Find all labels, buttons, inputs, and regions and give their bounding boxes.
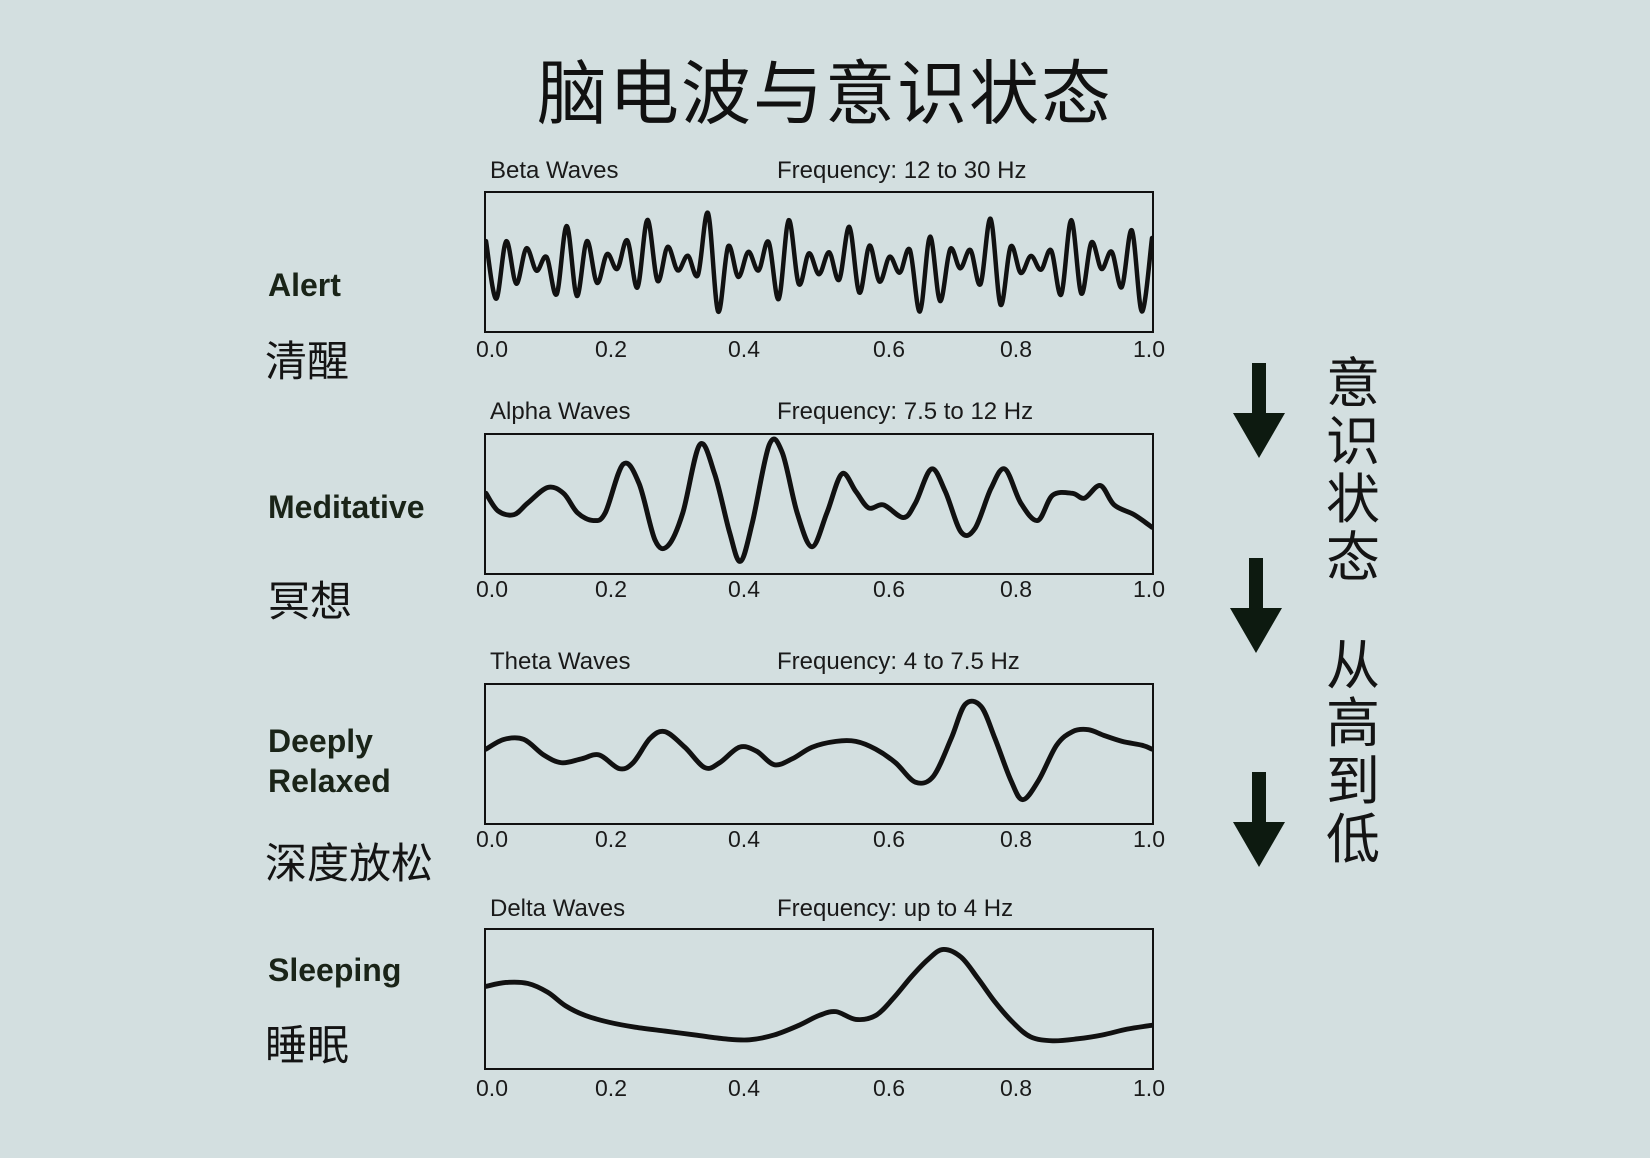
wave-plot-beta xyxy=(484,191,1154,333)
tick-label: 0.6 xyxy=(873,576,905,602)
tick-label: 0.8 xyxy=(1000,826,1032,852)
tick-label: 0.0 xyxy=(476,826,508,852)
tick-label: 0.8 xyxy=(1000,336,1032,362)
tick-label: 1.0 xyxy=(1133,826,1165,852)
x-axis-ticks: 0.0 0.2 0.4 0.6 0.8 1.0 xyxy=(0,336,1650,366)
wave-line-beta xyxy=(486,210,1152,314)
state-label-zh: 深度放松 xyxy=(265,839,434,888)
side-label-char: 低 xyxy=(1326,808,1380,871)
wave-plot-alpha xyxy=(484,433,1154,575)
wave-name: Alpha Waves xyxy=(490,398,631,425)
wave-line-theta xyxy=(486,698,1152,803)
side-label-char: 态 xyxy=(1326,526,1380,589)
tick-label: 0.6 xyxy=(873,1075,905,1101)
state-label-zh: 睡眠 xyxy=(265,1021,350,1070)
tick-label: 0.8 xyxy=(1000,576,1032,602)
tick-label: 0.6 xyxy=(873,826,905,852)
tick-label: 0.2 xyxy=(595,336,627,362)
tick-label: 0.0 xyxy=(476,1075,508,1101)
page-title: 脑电波与意识状态 xyxy=(537,53,1113,135)
tick-label: 0.8 xyxy=(1000,1075,1032,1101)
down-arrow-icon xyxy=(1233,772,1285,867)
tick-label: 0.4 xyxy=(728,336,760,362)
state-label-en: Alert xyxy=(268,267,341,303)
tick-label: 1.0 xyxy=(1133,336,1165,362)
tick-label: 0.2 xyxy=(595,826,627,852)
side-label-char: 从 xyxy=(1326,634,1380,697)
side-label-char: 识 xyxy=(1326,410,1380,473)
tick-label: 1.0 xyxy=(1133,1075,1165,1101)
side-label-char: 状 xyxy=(1326,468,1380,531)
wave-name: Beta Waves xyxy=(490,157,619,184)
state-label-zh: 清醒 xyxy=(265,337,350,386)
state-label-en: Sleeping xyxy=(268,952,402,988)
wave-frequency: Frequency: 7.5 to 12 Hz xyxy=(777,398,1034,425)
side-label-char: 高 xyxy=(1326,692,1380,755)
tick-label: 0.6 xyxy=(873,336,905,362)
state-label-en: Deeply Relaxed xyxy=(268,723,391,799)
tick-label: 0.4 xyxy=(728,826,760,852)
x-axis-ticks: 0.0 0.2 0.4 0.6 0.8 1.0 xyxy=(0,1075,1650,1105)
wave-frequency: Frequency: 12 to 30 Hz xyxy=(777,157,1027,184)
wave-frequency: Frequency: up to 4 Hz xyxy=(777,895,1014,922)
wave-line-delta xyxy=(486,947,1152,1044)
tick-label: 0.2 xyxy=(595,1075,627,1101)
wave-plot-delta xyxy=(484,928,1154,1070)
tick-label: 0.0 xyxy=(476,576,508,602)
x-axis-ticks: 0.0 0.2 0.4 0.6 0.8 1.0 xyxy=(0,576,1650,606)
tick-label: 0.4 xyxy=(728,576,760,602)
x-axis-ticks: 0.0 0.2 0.4 0.6 0.8 1.0 xyxy=(0,826,1650,856)
wave-plot-theta xyxy=(484,683,1154,825)
tick-label: 0.0 xyxy=(476,336,508,362)
wave-frequency: Frequency: 4 to 7.5 Hz xyxy=(777,648,1020,675)
state-label-en: Meditative xyxy=(268,489,425,525)
tick-label: 0.4 xyxy=(728,1075,760,1101)
down-arrow-icon xyxy=(1233,363,1285,458)
wave-line-alpha xyxy=(486,436,1152,564)
tick-label: 0.2 xyxy=(595,576,627,602)
state-label-zh: 冥想 xyxy=(268,577,353,626)
down-arrow-icon xyxy=(1230,558,1282,653)
tick-label: 1.0 xyxy=(1133,576,1165,602)
wave-name: Theta Waves xyxy=(490,648,631,675)
side-label-char: 意 xyxy=(1326,352,1380,415)
wave-name: Delta Waves xyxy=(490,895,626,922)
side-label-char: 到 xyxy=(1326,750,1380,813)
